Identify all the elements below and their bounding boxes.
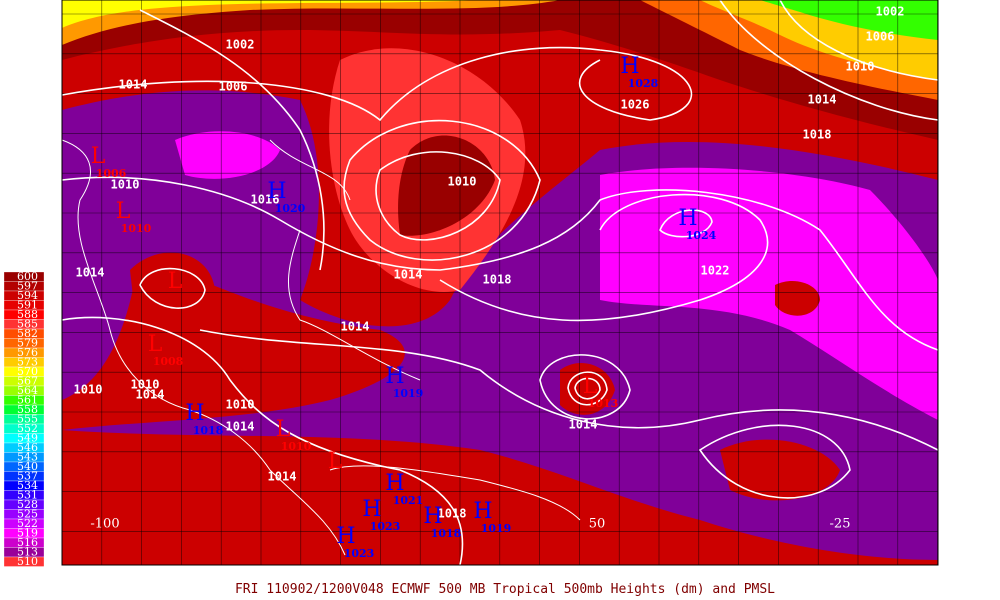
isobar-label: 1014 — [341, 320, 370, 334]
legend-label: 600 — [17, 270, 38, 283]
isobar-label: 1002 — [226, 38, 255, 52]
legend-label: 528 — [17, 498, 38, 511]
center-pressure: 1018 — [431, 527, 462, 540]
pressure-center: H — [362, 497, 381, 522]
isobar-label: 1010 — [131, 378, 160, 392]
legend-label: 585 — [17, 317, 38, 330]
pressure-center: H — [385, 364, 404, 389]
center-pressure: 1023 — [370, 520, 401, 533]
center-pressure: 1021 — [393, 494, 424, 507]
longitude-label: -25 — [830, 517, 851, 532]
isobar-label: 1018 — [803, 128, 832, 142]
legend-label: 582 — [17, 327, 38, 340]
legend-label: 546 — [17, 441, 38, 454]
legend-label: 588 — [17, 308, 38, 321]
isobars — [61, 0, 939, 566]
legend-label: 549 — [17, 431, 38, 444]
center-pressure: 1006 — [96, 167, 127, 180]
legend-label: 513 — [17, 545, 38, 558]
isobar-label: 1014 — [808, 93, 837, 107]
center-pressure: 1020 — [275, 202, 306, 215]
legend-label: 543 — [17, 450, 38, 463]
legend-label: 531 — [17, 488, 38, 501]
center-pressure: 1013 — [588, 397, 619, 410]
pressure-center: L — [328, 449, 343, 474]
center-pressure: 1010 — [121, 222, 152, 235]
pressure-center: L — [148, 332, 163, 357]
isobar-label: 1014 — [136, 388, 165, 402]
legend-label: 597 — [17, 279, 38, 292]
isobar-label: 1010 — [74, 383, 103, 397]
legend-label: 552 — [17, 422, 38, 435]
isobar-label: 1014 — [76, 266, 105, 280]
isobar-label: 1010 — [111, 178, 140, 192]
center-pressure: 1028 — [628, 77, 659, 90]
longitude-label: 50 — [589, 517, 606, 532]
isobar-label: 1022 — [701, 264, 730, 278]
legend-label: 540 — [17, 460, 38, 473]
isobar-label: 1014 — [268, 470, 297, 484]
lat-lon-grid — [61, 0, 938, 565]
center-pressure: 1019 — [481, 522, 512, 535]
legend-swatch — [3, 556, 45, 567]
legend-label: 534 — [17, 479, 38, 492]
pressure-center: L — [116, 199, 131, 224]
pressure-center: H — [620, 54, 639, 79]
pressure-center: L — [276, 417, 291, 442]
legend-label: 510 — [17, 555, 38, 568]
pressure-center: H — [473, 499, 492, 524]
pressure-center: H — [678, 206, 697, 231]
isobar-label: 1014 — [119, 78, 148, 92]
legend-label: 537 — [17, 469, 38, 482]
center-pressure: 1019 — [393, 387, 424, 400]
isobar-label: 1014 — [394, 268, 423, 282]
pressure-center: H — [267, 179, 286, 204]
footer: FRI 110902/1200V048 ECMWF 500 MB Tropica… — [235, 582, 775, 597]
legend-label: 558 — [17, 403, 38, 416]
isobar-label: 1010 — [846, 60, 875, 74]
legend-label: 579 — [17, 336, 38, 349]
legend-label: 594 — [17, 289, 38, 302]
isobar-label: 1016 — [251, 193, 280, 207]
isobar-label: 1014 — [569, 418, 598, 432]
longitude-label: -100 — [90, 517, 119, 532]
legend-label: 555 — [17, 412, 38, 425]
pressure-center: H — [185, 401, 204, 426]
pressure-center: L — [168, 269, 183, 294]
map-frame — [61, 0, 939, 566]
center-pressure: 1010 — [281, 440, 312, 453]
center-pressure: 1023 — [344, 547, 375, 560]
isobar-label: 1010 — [226, 398, 255, 412]
legend-label: 570 — [17, 365, 38, 378]
legend-label: 525 — [17, 507, 38, 520]
isobar-label: 1010 — [448, 175, 477, 189]
isobar-label: 1002 — [876, 5, 905, 19]
legend-label: 576 — [17, 346, 38, 359]
pressure-center: H — [423, 504, 442, 529]
isobar-label: 1018 — [483, 273, 512, 287]
pressure-center: H — [336, 524, 355, 549]
isobar-label: 1014 — [226, 420, 255, 434]
center-pressure: 1018 — [193, 424, 224, 437]
isobar-label: 1006 — [219, 80, 248, 94]
legend-label: 567 — [17, 374, 38, 387]
center-pressure: 1008 — [153, 355, 184, 368]
legend-label: 591 — [17, 298, 38, 311]
coastlines — [61, 139, 581, 556]
pressure-center: H — [385, 471, 404, 496]
legend-label: 516 — [17, 536, 38, 549]
center-pressure: 1024 — [686, 229, 717, 242]
legend-label: 573 — [17, 355, 38, 368]
legend-label: 561 — [17, 393, 38, 406]
isobar-label: 1018 — [438, 507, 467, 521]
legend-label: 519 — [17, 526, 38, 539]
pressure-center: L — [583, 374, 598, 399]
isobar-label: 1026 — [621, 98, 650, 112]
legend-label: 564 — [17, 384, 38, 397]
legend-label: 522 — [17, 517, 38, 530]
isobar-label: 1006 — [866, 30, 895, 44]
pressure-center: L — [91, 144, 106, 169]
